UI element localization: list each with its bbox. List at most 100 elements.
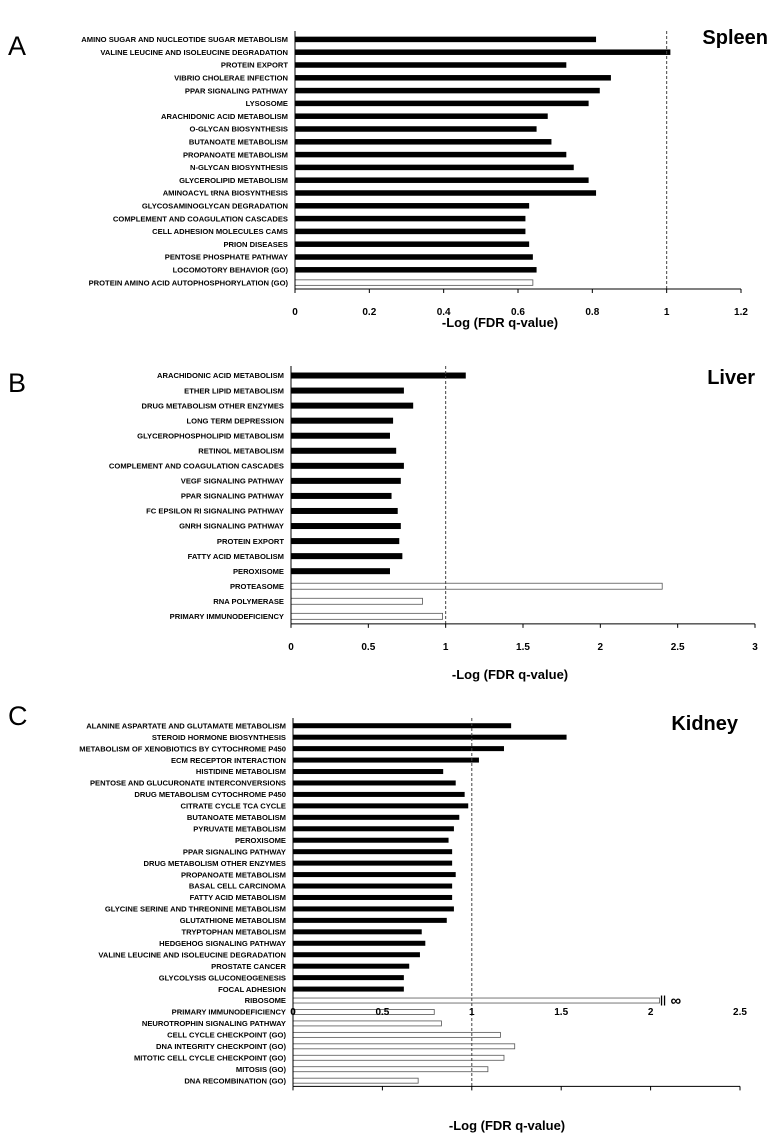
bar: [293, 883, 453, 889]
category-label: O-GLYCAN BIOSYNTHESIS: [190, 125, 288, 134]
bar: [295, 215, 526, 222]
category-label: DRUG METABOLISM OTHER ENZYMES: [144, 859, 286, 868]
bar: [292, 1054, 505, 1061]
bar: [294, 279, 534, 286]
x-tick-label: 2: [598, 642, 604, 653]
bar: [293, 734, 567, 740]
category-label: STEROID HORMONE BIOSYNTHESIS: [152, 733, 286, 742]
category-label: PPAR SIGNALING PATHWAY: [183, 847, 286, 856]
x-tick-label: 2.5: [733, 1007, 747, 1018]
bar: [295, 62, 567, 68]
category-label: AMINO SUGAR AND NUCLEOTIDE SUGAR METABOL…: [81, 35, 288, 44]
bar: [293, 791, 465, 797]
category-label: CELL ADHESION MOLECULES CAMS: [152, 227, 288, 236]
bar: [292, 997, 660, 1004]
bar: [293, 746, 504, 752]
category-label: DNA RECOMBINATION (GO): [184, 1076, 286, 1085]
x-tick-label: 1: [443, 642, 449, 653]
bar: [292, 1066, 489, 1073]
panel-letter: B: [8, 368, 26, 398]
category-label: TRYPTOPHAN METABOLISM: [182, 928, 286, 937]
x-tick-label: 1: [469, 1007, 475, 1018]
category-label: METABOLISM OF XENOBIOTICS BY CYTOCHROME …: [79, 744, 286, 753]
bar: [293, 917, 447, 923]
category-label: CELL CYCLE CHECKPOINT (GO): [167, 1031, 286, 1040]
category-label: FOCAL ADHESION: [218, 985, 286, 994]
category-label: PYRUVATE METABOLISM: [193, 824, 286, 833]
category-label: DNA INTEGRITY CHECKPOINT (GO): [156, 1042, 286, 1051]
category-label: PROTEIN AMINO ACID AUTOPHOSPHORYLATION (…: [89, 278, 289, 287]
category-label: ARACHIDONIC ACID METABOLISM: [161, 112, 288, 121]
bar: [295, 254, 533, 260]
bar: [295, 164, 574, 171]
bar: [291, 432, 390, 439]
category-label: GNRH SIGNALING PATHWAY: [179, 522, 284, 531]
category-label: FATTY ACID METABOLISM: [188, 552, 284, 561]
bar: [293, 952, 420, 958]
x-tick-label: 2.5: [671, 642, 685, 653]
bar: [291, 387, 404, 394]
category-label: GLYCOSAMINOGLYCAN DEGRADATION: [142, 202, 288, 211]
category-label: PROPANOATE METABOLISM: [183, 150, 288, 159]
category-label: N-GLYCAN BIOSYNTHESIS: [190, 163, 288, 172]
category-label: RETINOL METABOLISM: [198, 446, 284, 455]
bar: [293, 826, 454, 832]
category-label: PRIMARY IMMUNODEFICIENCY: [170, 612, 284, 621]
category-label: GLYCEROLIPID METABOLISM: [179, 176, 288, 185]
bar: [293, 963, 410, 969]
x-tick-label: 3: [752, 642, 758, 653]
category-label: CITRATE CYCLE TCA CYCLE: [181, 802, 286, 811]
category-label: COMPLEMENT AND COAGULATION CASCADES: [109, 462, 284, 471]
bar: [293, 849, 453, 855]
category-label: GLUTATHIONE METABOLISM: [180, 916, 286, 925]
bar: [295, 126, 537, 132]
bar: [295, 203, 530, 209]
category-label: VEGF SIGNALING PATHWAY: [181, 477, 284, 486]
category-label: BUTANOATE METABOLISM: [189, 138, 288, 147]
tissue-title: Liver: [707, 367, 755, 389]
category-label: COMPLEMENT AND COAGULATION CASCADES: [113, 214, 288, 223]
bar: [292, 1031, 501, 1038]
bar: [291, 447, 397, 454]
category-label: PRIMARY IMMUNODEFICIENCY: [172, 1008, 286, 1017]
panel-a: A Spleen AMINO SUGAR AND NUCLEOTIDE SUGAR …: [8, 27, 768, 330]
category-label: DRUG METABOLISM OTHER ENZYMES: [142, 401, 284, 410]
bar: [295, 228, 526, 235]
category-label: RNA POLYMERASE: [213, 597, 284, 606]
panel-c: C Kidney ALANINE ASPARTATE AND GLUTAMATE M…: [8, 701, 747, 1133]
bar: [291, 477, 401, 484]
category-label: PROTEIN EXPORT: [217, 537, 284, 546]
category-label: ECM RECEPTOR INTERACTION: [171, 756, 286, 765]
bar: [291, 523, 401, 530]
x-tick-label: 0: [290, 1007, 296, 1018]
category-label: PEROXISOME: [235, 836, 286, 845]
x-tick-label: 0.6: [511, 307, 525, 318]
category-label: LOCOMOTORY BEHAVIOR (GO): [173, 266, 289, 275]
bar: [290, 612, 443, 620]
category-label: VIBRIO CHOLERAE INFECTION: [174, 74, 288, 83]
category-label: NEUROTROPHIN SIGNALING PATHWAY: [142, 1019, 286, 1028]
category-label: PPAR SIGNALING PATHWAY: [181, 492, 284, 501]
category-label: RIBOSOME: [245, 996, 286, 1005]
tissue-title: Kidney: [671, 713, 739, 735]
bar: [291, 538, 400, 545]
category-label: HISTIDINE METABOLISM: [196, 767, 286, 776]
bar: [291, 568, 390, 575]
bar: [295, 139, 552, 145]
bar: [295, 36, 597, 43]
panel-letter: C: [8, 701, 28, 731]
x-axis-label: -Log (FDR q-value): [449, 1118, 565, 1133]
infinity-marker: ∞: [671, 993, 682, 1010]
bar: [293, 814, 460, 820]
category-label: ETHER LIPID METABOLISM: [184, 386, 284, 395]
category-label: LYSOSOME: [246, 99, 288, 108]
x-tick-label: 0: [292, 307, 298, 318]
bar: [291, 462, 404, 469]
bar: [293, 986, 404, 992]
category-label: ALANINE ASPARTATE AND GLUTAMATE METABOLI…: [86, 721, 286, 730]
bar: [293, 929, 422, 935]
category-label: PROTEASOME: [230, 582, 284, 591]
x-tick-label: 0: [288, 642, 294, 653]
bar: [295, 113, 548, 119]
category-label: FC EPSILON RI SIGNALING PATHWAY: [146, 507, 284, 516]
